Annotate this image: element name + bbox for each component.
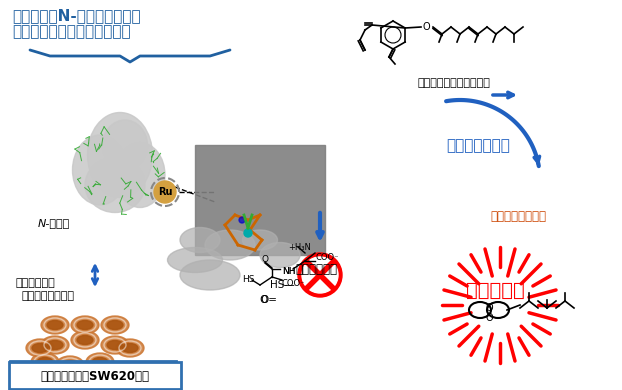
- Ellipse shape: [77, 321, 93, 330]
- Text: 細胞選択的な: 細胞選択的な: [15, 278, 55, 288]
- Bar: [195, 145, 325, 255]
- Ellipse shape: [92, 358, 108, 367]
- Text: NH: NH: [282, 266, 295, 275]
- Text: HS—: HS—: [270, 280, 295, 290]
- Ellipse shape: [180, 227, 220, 252]
- Ellipse shape: [205, 230, 255, 260]
- Text: シアリル化N-型糖鎖で覆った: シアリル化N-型糖鎖で覆った: [12, 8, 141, 23]
- Text: ヒト結腸腺がんSW620細胞: ヒト結腸腺がんSW620細胞: [39, 369, 147, 383]
- Ellipse shape: [71, 331, 99, 349]
- Ellipse shape: [31, 353, 59, 371]
- Ellipse shape: [115, 142, 165, 207]
- Circle shape: [154, 181, 176, 203]
- FancyBboxPatch shape: [10, 361, 176, 387]
- Text: 閉環メタセシス: 閉環メタセシス: [446, 138, 510, 153]
- Text: ヒト結腸腺がんSW620細胞: ヒト結腸腺がんSW620細胞: [40, 369, 149, 383]
- Ellipse shape: [37, 358, 53, 367]
- Text: COO⁻: COO⁻: [315, 252, 338, 262]
- Ellipse shape: [101, 336, 129, 354]
- Ellipse shape: [47, 340, 63, 349]
- Ellipse shape: [62, 360, 78, 369]
- Ellipse shape: [73, 135, 128, 205]
- Text: COO⁻: COO⁻: [282, 278, 305, 287]
- Circle shape: [298, 253, 342, 297]
- Ellipse shape: [71, 316, 99, 334]
- Ellipse shape: [32, 344, 48, 353]
- Text: グルタチオン: グルタチオン: [295, 263, 337, 276]
- Text: 開環前駆体（活性なし）: 開環前駆体（活性なし）: [417, 78, 490, 88]
- Ellipse shape: [167, 248, 223, 273]
- Text: アルブミン・ルテニウム触媒: アルブミン・ルテニウム触媒: [12, 24, 131, 39]
- Ellipse shape: [41, 316, 69, 334]
- Text: N-型糖鎖: N-型糖鎖: [38, 218, 70, 228]
- Text: 抗がん活性天然物: 抗がん活性天然物: [490, 210, 546, 223]
- Text: O=: O=: [260, 295, 277, 305]
- Text: 糖鎖パターン認識: 糖鎖パターン認識: [22, 291, 75, 301]
- Ellipse shape: [88, 112, 152, 197]
- Circle shape: [302, 257, 338, 293]
- Text: O: O: [485, 313, 493, 323]
- Ellipse shape: [243, 230, 277, 250]
- Ellipse shape: [122, 344, 138, 353]
- Text: O: O: [485, 303, 493, 313]
- FancyBboxPatch shape: [9, 362, 181, 389]
- Ellipse shape: [103, 120, 147, 170]
- Ellipse shape: [107, 321, 123, 330]
- Text: Ru: Ru: [158, 187, 172, 197]
- Ellipse shape: [116, 339, 144, 357]
- Ellipse shape: [56, 356, 84, 374]
- Ellipse shape: [86, 353, 114, 371]
- Ellipse shape: [107, 340, 123, 349]
- Text: 通り止: 通り止: [315, 272, 325, 278]
- Text: O: O: [422, 22, 430, 32]
- Ellipse shape: [85, 158, 145, 213]
- Text: +H₃N: +H₃N: [288, 243, 311, 252]
- Circle shape: [244, 229, 252, 237]
- Ellipse shape: [47, 321, 63, 330]
- Circle shape: [239, 217, 245, 223]
- Ellipse shape: [101, 316, 129, 334]
- Ellipse shape: [77, 335, 93, 344]
- Text: がん治療！: がん治療！: [466, 280, 524, 300]
- Text: O: O: [261, 255, 268, 264]
- Ellipse shape: [260, 243, 300, 268]
- Text: NH: NH: [282, 266, 295, 275]
- Ellipse shape: [41, 336, 69, 354]
- Ellipse shape: [180, 260, 240, 290]
- Text: HS: HS: [242, 275, 254, 284]
- Ellipse shape: [26, 339, 54, 357]
- Text: O: O: [259, 295, 267, 305]
